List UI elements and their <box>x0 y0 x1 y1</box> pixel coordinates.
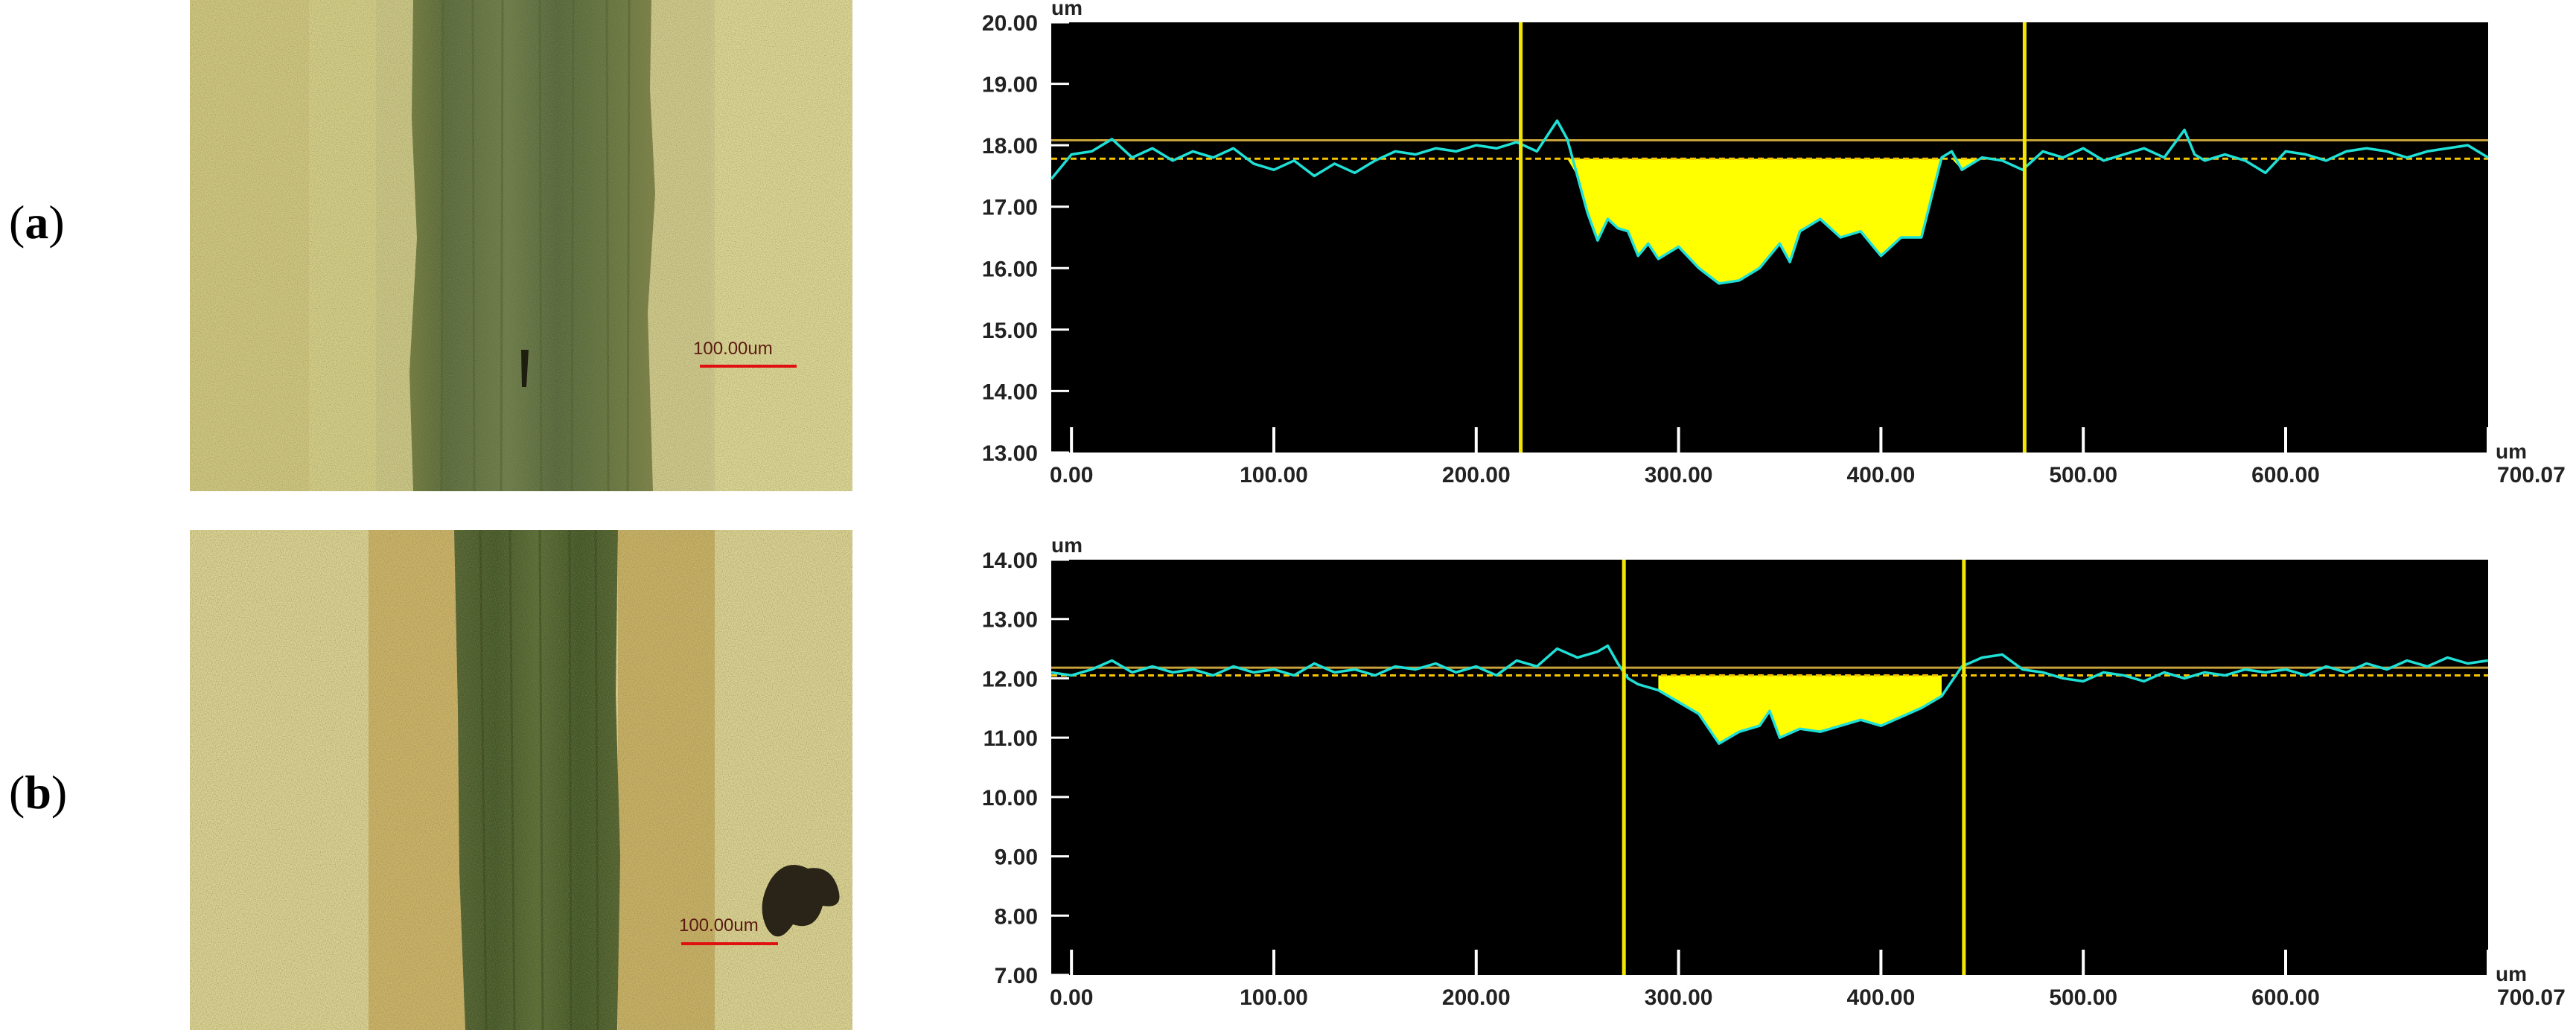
panel-label-b-letter: b <box>25 766 51 819</box>
x-end-label-b: 700.07 <box>2497 985 2566 1010</box>
scale-bar-a-label: 100.00um <box>693 339 773 359</box>
profile-line-a <box>1050 119 2489 285</box>
y-tick-label-b-2: 12.00 <box>982 667 1038 691</box>
x-tick-label-a-5: 500.00 <box>2049 463 2117 487</box>
x-tick-label-b-2: 200.00 <box>1442 985 1511 1010</box>
y-tick-label-a-0: 20.00 <box>982 11 1038 36</box>
x-tick-label-a-2: 200.00 <box>1442 463 1511 487</box>
y-unit-label-b: um <box>1051 534 1083 557</box>
chart-b: 0.00 100.00 200.00 300.00 400.00 500.00 600.00… <box>982 534 2566 1010</box>
chart-a: 0.00 100.00 200.00 300.00 400.00 500.00 600.00… <box>982 0 2566 487</box>
x-tick-label-b-3: 300.00 <box>1645 985 1713 1010</box>
y-tick-label-b-5: 9.00 <box>995 845 1038 870</box>
y-tick-label-b-4: 10.00 <box>982 786 1038 810</box>
y-tick-label-b-7: 7.00 <box>995 964 1038 988</box>
micrograph-b-image: 100.00um <box>190 530 852 1030</box>
x-tick-label-b-0: 0.00 <box>1050 985 1093 1010</box>
panel-label-a-open: ( <box>9 196 25 249</box>
x-tick-label-a-4: 400.00 <box>1847 463 1916 487</box>
micrograph-a: 100.00um <box>190 0 852 491</box>
plot-area-b <box>1051 560 2488 975</box>
y-tick-label-b-1: 13.00 <box>982 608 1038 633</box>
depression-fill-b <box>1658 675 1942 744</box>
x-tick-label-a-0: 0.00 <box>1050 463 1093 487</box>
y-tick-label-a-7: 13.00 <box>982 441 1038 466</box>
y-tick-label-b-0: 14.00 <box>982 549 1038 573</box>
x-tick-label-b-5: 500.00 <box>2049 985 2117 1010</box>
panel-label-b: (b) <box>9 765 67 820</box>
y-tick-label-a-5: 15.00 <box>982 319 1038 343</box>
x-unit-label-b: um <box>2496 962 2527 985</box>
x-tick-label-a-1: 100.00 <box>1240 463 1308 487</box>
micrograph-a-image: 100.00um <box>190 0 852 491</box>
profile-line-b <box>1051 644 2489 745</box>
y-tick-label-b-6: 8.00 <box>995 904 1038 929</box>
x-tick-label-a-6: 600.00 <box>2251 463 2320 487</box>
x-tick-label-b-4: 400.00 <box>1847 985 1916 1010</box>
x-tick-label-b-1: 100.00 <box>1240 985 1308 1010</box>
x-tick-label-b-6: 600.00 <box>2251 985 2320 1010</box>
y-unit-label-a: um <box>1051 0 1083 19</box>
panel-label-a-close: ) <box>48 196 65 249</box>
panel-label-b-close: ) <box>51 766 68 819</box>
micrograph-b: 100.00um <box>190 530 852 1030</box>
y-tick-label-a-6: 14.00 <box>982 380 1038 404</box>
panel-label-a-letter: a <box>25 196 49 249</box>
scale-bar-b-label: 100.00um <box>679 915 759 936</box>
y-tick-label-a-2: 18.00 <box>982 134 1038 159</box>
x-tick-label-a-3: 300.00 <box>1645 463 1713 487</box>
y-tick-label-a-4: 16.00 <box>982 257 1038 281</box>
y-tick-label-a-1: 19.00 <box>982 73 1038 97</box>
x-end-label-a: 700.07 <box>2497 463 2566 487</box>
panel-label-a: (a) <box>9 195 65 250</box>
panel-label-b-open: ( <box>9 766 25 819</box>
y-tick-label-b-3: 11.00 <box>983 726 1038 751</box>
x-unit-label-a: um <box>2496 440 2527 463</box>
y-tick-label-a-3: 17.00 <box>982 196 1038 220</box>
